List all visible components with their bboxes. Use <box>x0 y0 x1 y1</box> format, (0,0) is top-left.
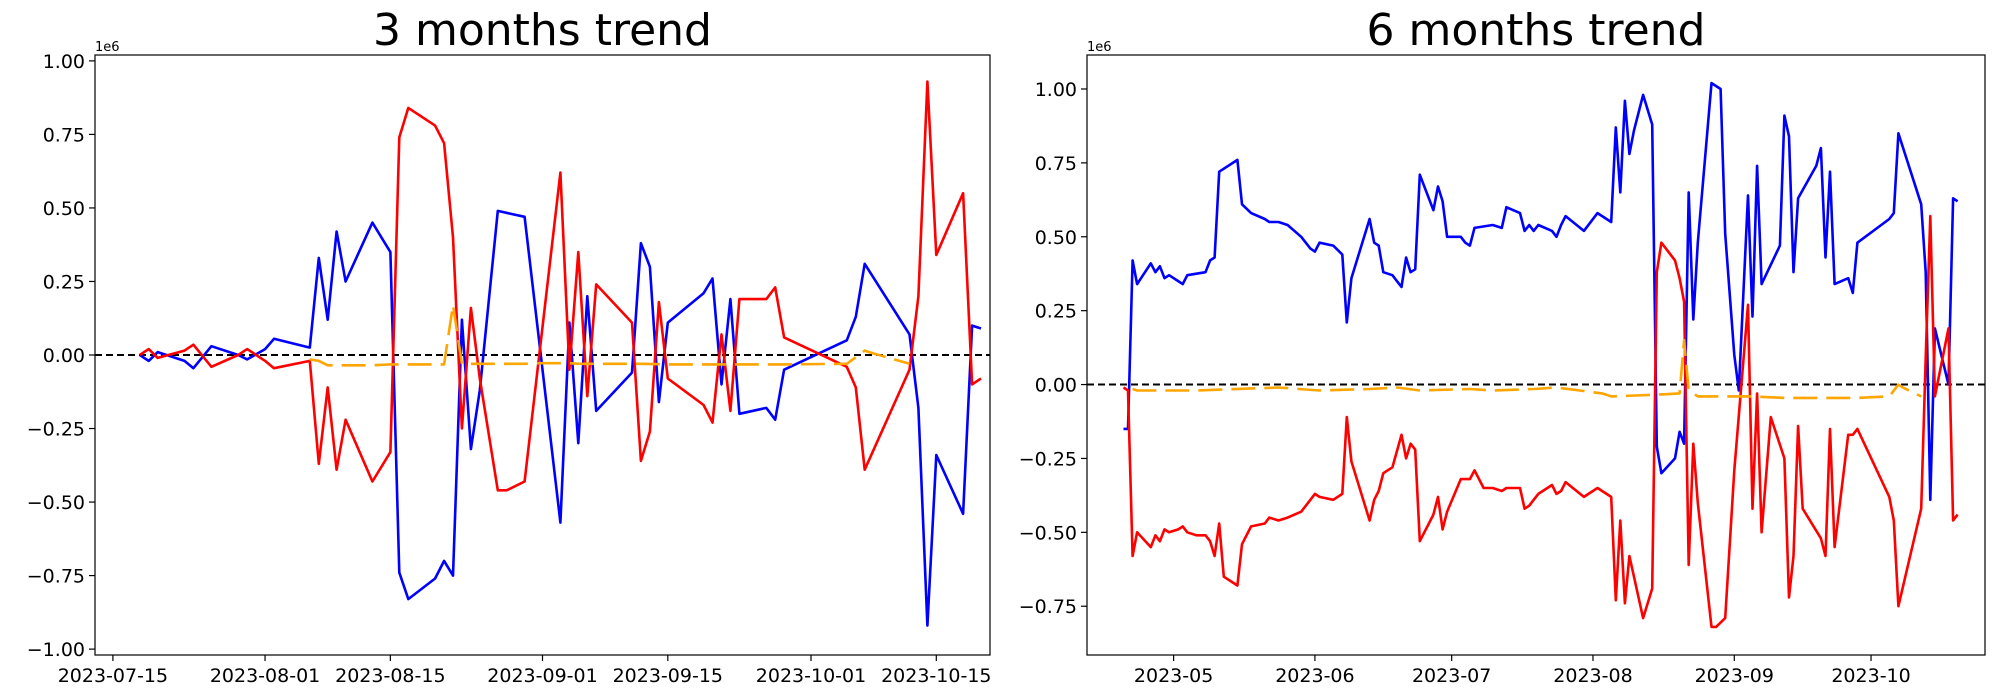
x-tick-label: 2023-10-01 <box>756 665 866 687</box>
series-line-1 <box>139 209 982 627</box>
y-tick-label: 0.50 <box>1035 227 1077 249</box>
y-tick-label: −1.00 <box>27 639 85 661</box>
y-tick-label: 0.00 <box>1035 375 1077 397</box>
y-tick-label: 0.25 <box>1035 301 1077 323</box>
y-tick-label: 0.75 <box>43 124 85 146</box>
y-tick-label: 1.00 <box>43 51 85 73</box>
x-tick-label: 2023-05 <box>1134 665 1213 687</box>
plot-area <box>1087 81 1985 629</box>
series-line-2 <box>1122 214 1959 629</box>
y-tick-label: 0.75 <box>1035 153 1077 175</box>
y-offset-label: 1e6 <box>95 40 120 55</box>
y-tick-label: 0.00 <box>43 345 85 367</box>
x-tick-label: 2023-10 <box>1831 665 1910 687</box>
y-tick-label: 0.25 <box>43 271 85 293</box>
x-tick-label: 2023-08 <box>1553 665 1632 687</box>
y-tick-label: 1.00 <box>1035 79 1077 101</box>
series-line-2 <box>139 80 982 492</box>
x-tick-label: 2023-10-15 <box>881 665 991 687</box>
y-tick-label: 0.50 <box>43 198 85 220</box>
x-tick-label: 2023-07-15 <box>58 665 168 687</box>
chart-title: 6 months trend <box>1367 5 1706 56</box>
plot-area <box>95 80 990 627</box>
series-line-1 <box>1123 81 1959 502</box>
chart-panel-1: 3 months trend 1e6 1.00 0.75 0.50 0.25 0.00 −0.… <box>27 5 992 687</box>
axes-frame <box>1086 54 1986 656</box>
y-tick-label: −0.75 <box>1019 596 1077 618</box>
y-tick-label: −0.75 <box>27 566 85 588</box>
x-tick-label: 2023-07 <box>1412 665 1491 687</box>
y-tick-label: −0.50 <box>1019 522 1077 544</box>
series-line-3 <box>1132 338 1922 400</box>
x-tick-label: 2023-09 <box>1695 665 1774 687</box>
x-tick-label: 2023-06 <box>1275 665 1354 687</box>
chart-panel-2: 6 months trend 1e6 1.00 0.75 0.50 0.25 0.00 −0.… <box>1019 5 1986 687</box>
x-tick-label: 2023-08-01 <box>210 665 320 687</box>
series-line-3 <box>309 303 910 367</box>
x-tick-label: 2023-09-01 <box>487 665 597 687</box>
y-tick-label: −0.25 <box>1019 448 1077 470</box>
y-tick-label: −0.25 <box>27 419 85 441</box>
x-tick-label: 2023-08-15 <box>335 665 445 687</box>
x-tick-label: 2023-09-15 <box>613 665 723 687</box>
y-tick-label: −0.50 <box>27 492 85 514</box>
chart-title: 3 months trend <box>373 5 712 56</box>
y-offset-label: 1e6 <box>1087 40 1112 55</box>
